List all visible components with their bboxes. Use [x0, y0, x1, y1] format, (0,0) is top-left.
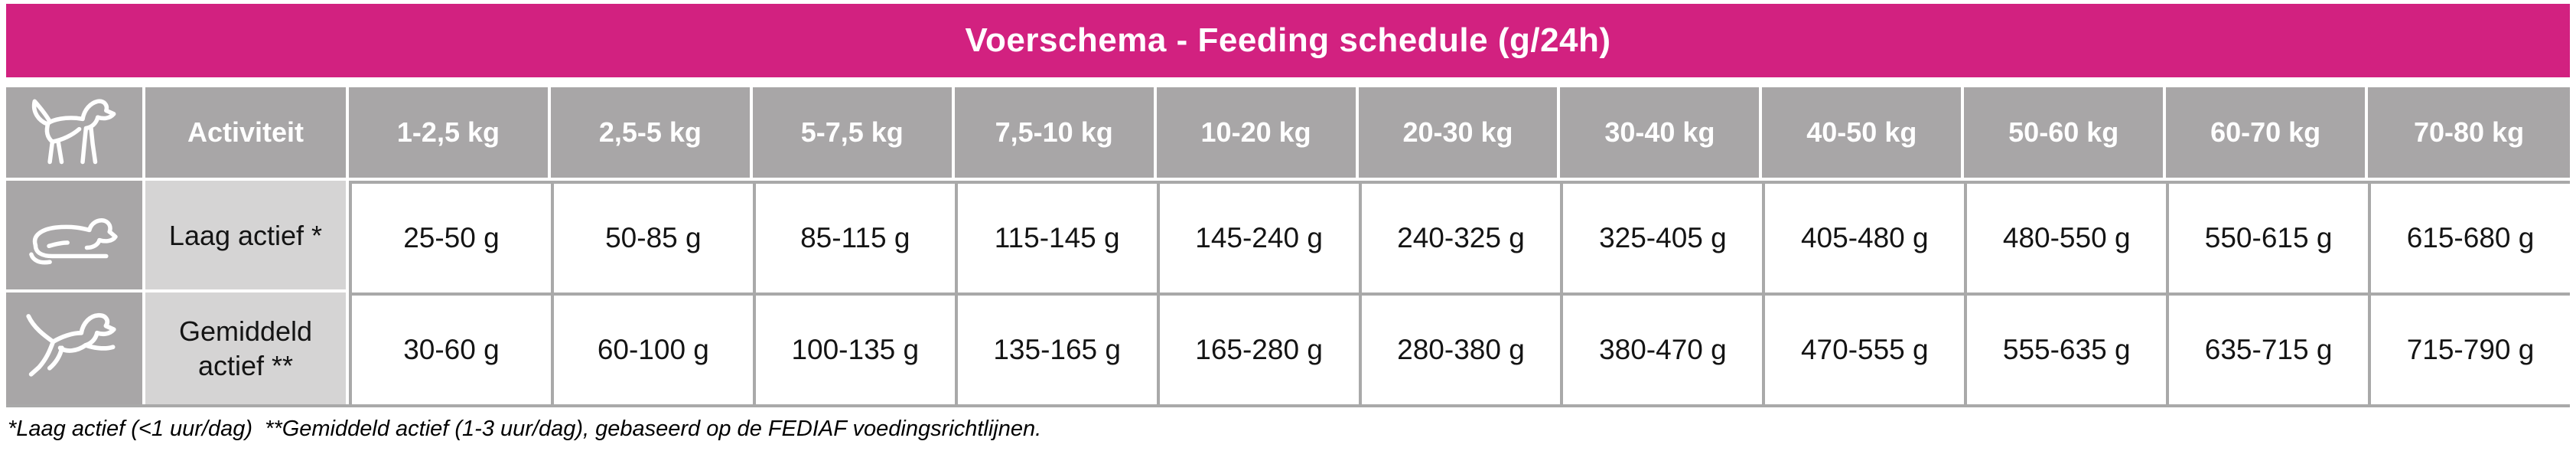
activity-column-header: Activiteit	[145, 87, 349, 181]
table-row-low-active: Laag actief * 25-50 g 50-85 g 85-115 g 1…	[6, 181, 2570, 292]
amount-med-4: 135-165 g	[954, 292, 1157, 404]
weight-header-2: 2,5-5 kg	[550, 87, 753, 181]
weight-header-10: 60-70 kg	[2166, 87, 2369, 181]
table-row-medium-active: Gemiddeld actief ** 30-60 g 60-100 g 100…	[6, 292, 2570, 404]
title-banner: Voerschema - Feeding schedule (g/24h)	[6, 4, 2570, 77]
weight-header-1: 1-2,5 kg	[349, 87, 551, 181]
activity-label-low: Laag actief *	[145, 181, 349, 292]
weight-header-5: 10-20 kg	[1156, 87, 1359, 181]
footnote: *Laag actief (<1 uur/dag) **Gemiddeld ac…	[8, 417, 1042, 441]
amount-med-5: 165-280 g	[1156, 292, 1359, 404]
standing-dog-icon	[6, 87, 145, 181]
amount-low-9: 480-550 g	[1964, 181, 2167, 292]
amount-med-2: 60-100 g	[550, 292, 753, 404]
weight-header-3: 5-7,5 kg	[752, 87, 955, 181]
amount-low-2: 50-85 g	[550, 181, 753, 292]
weight-header-11: 70-80 kg	[2368, 87, 2570, 181]
amount-med-9: 555-635 g	[1964, 292, 2167, 404]
amount-med-6: 280-380 g	[1358, 292, 1561, 404]
amount-med-10: 635-715 g	[2166, 292, 2369, 404]
amount-med-7: 380-470 g	[1560, 292, 1763, 404]
activity-label-medium: Gemiddeld actief **	[145, 292, 349, 404]
header-row: Activiteit 1-2,5 kg 2,5-5 kg 5-7,5 kg 7,…	[6, 87, 2570, 181]
amount-low-8: 405-480 g	[1762, 181, 1965, 292]
amount-low-3: 85-115 g	[752, 181, 955, 292]
weight-header-7: 30-40 kg	[1560, 87, 1763, 181]
lying-dog-icon	[6, 181, 145, 292]
amount-med-11: 715-790 g	[2368, 292, 2570, 404]
feeding-schedule-table: Activiteit 1-2,5 kg 2,5-5 kg 5-7,5 kg 7,…	[6, 87, 2570, 407]
amount-med-1: 30-60 g	[349, 292, 551, 404]
amount-low-1: 25-50 g	[349, 181, 551, 292]
running-dog-icon	[6, 292, 145, 404]
amount-low-4: 115-145 g	[954, 181, 1157, 292]
weight-header-8: 40-50 kg	[1762, 87, 1965, 181]
amount-low-5: 145-240 g	[1156, 181, 1359, 292]
amount-low-10: 550-615 g	[2166, 181, 2369, 292]
weight-header-9: 50-60 kg	[1964, 87, 2167, 181]
amount-med-3: 100-135 g	[752, 292, 955, 404]
page-title: Voerschema - Feeding schedule (g/24h)	[965, 21, 1611, 59]
weight-header-4: 7,5-10 kg	[954, 87, 1157, 181]
amount-med-8: 470-555 g	[1762, 292, 1965, 404]
amount-low-7: 325-405 g	[1560, 181, 1763, 292]
weight-header-6: 20-30 kg	[1358, 87, 1561, 181]
amount-low-11: 615-680 g	[2368, 181, 2570, 292]
amount-low-6: 240-325 g	[1358, 181, 1561, 292]
